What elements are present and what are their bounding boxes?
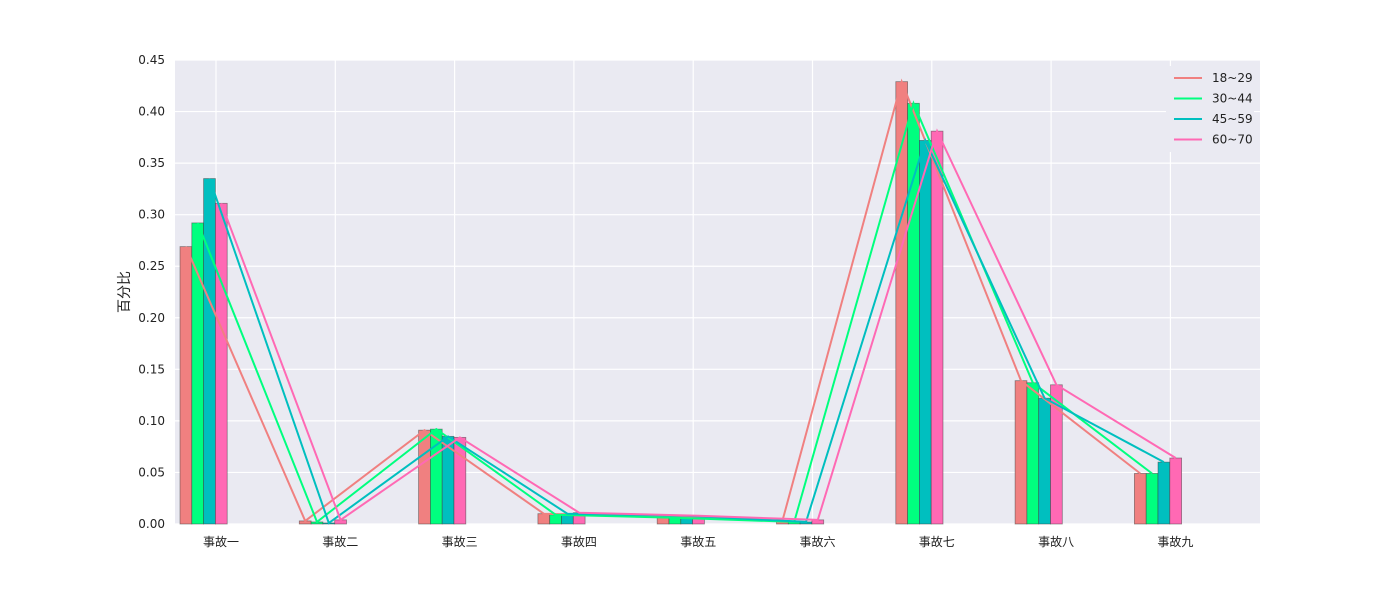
y-axis-label: 百分比 (117, 271, 133, 313)
y-tick-label: 0.15 (138, 362, 165, 376)
grid (175, 59, 1260, 525)
y-tick-label: 0.40 (138, 105, 165, 119)
legend-label-1: 18~29 (1212, 71, 1253, 85)
x-tick-label: 事故六 (799, 534, 835, 549)
y-tick-label: 0.35 (138, 156, 165, 170)
y-tick-label: 0.45 (138, 53, 165, 67)
x-tick-label: 事故八 (1038, 534, 1074, 549)
bar-2-4 (549, 514, 562, 525)
bar-3-7 (919, 140, 932, 525)
x-tick-label: 事故九 (1157, 534, 1193, 549)
bar-3-1 (203, 178, 216, 525)
x-tick-label: 事故四 (561, 534, 597, 549)
bar-4-7 (930, 130, 944, 525)
legend-label-3: 45~59 (1212, 112, 1253, 126)
y-tick-label: 0.00 (138, 517, 165, 531)
y-tick-label: 0.10 (138, 414, 165, 428)
bar-2-9 (1145, 473, 1159, 525)
legend: 18~29 30~44 45~59 60~70 (1166, 66, 1254, 152)
bar-3-8 (1038, 397, 1051, 525)
x-tick-label: 事故七 (919, 534, 955, 549)
bar-1-3 (418, 429, 431, 525)
legend-label-2: 30~44 (1212, 92, 1253, 106)
y-axis: 0.00 0.05 0.10 0.15 0.20 0.25 0.30 0.35 0.40 0.45 (138, 53, 165, 531)
plot-background (175, 60, 1260, 524)
bar-1-4 (537, 513, 551, 525)
y-tick-label: 0.20 (138, 311, 165, 325)
x-tick-label: 事故一 (203, 534, 239, 549)
legend-label-4: 60~70 (1212, 133, 1253, 147)
bar-4-3 (453, 436, 467, 525)
bar-4-1 (214, 202, 228, 525)
bar-1-8 (1014, 380, 1028, 525)
x-tick-label: 事故三 (442, 534, 478, 549)
bar-4-9 (1169, 457, 1183, 525)
bar-2-3 (429, 428, 443, 525)
x-axis: 事故一 事故二 事故三 事故四 事故五 事故六 事故七 事故八 事故九 (203, 534, 1193, 549)
legend-frame (1166, 66, 1254, 152)
bar-1-9 (1134, 473, 1147, 525)
bar-1-1 (179, 246, 193, 525)
y-tick-label: 0.25 (138, 259, 165, 273)
y-tick-label: 0.30 (138, 208, 165, 222)
x-tick-label: 事故五 (680, 534, 716, 549)
series-line-2 (196, 100, 1153, 524)
bar-3-9 (1157, 461, 1171, 525)
bar-2-8 (1026, 382, 1040, 525)
bar-2-1 (191, 222, 205, 525)
x-tick-label: 事故二 (322, 534, 358, 549)
series-lines (184, 78, 1177, 525)
y-tick-label: 0.05 (138, 465, 165, 479)
series-line-4 (220, 128, 1177, 522)
